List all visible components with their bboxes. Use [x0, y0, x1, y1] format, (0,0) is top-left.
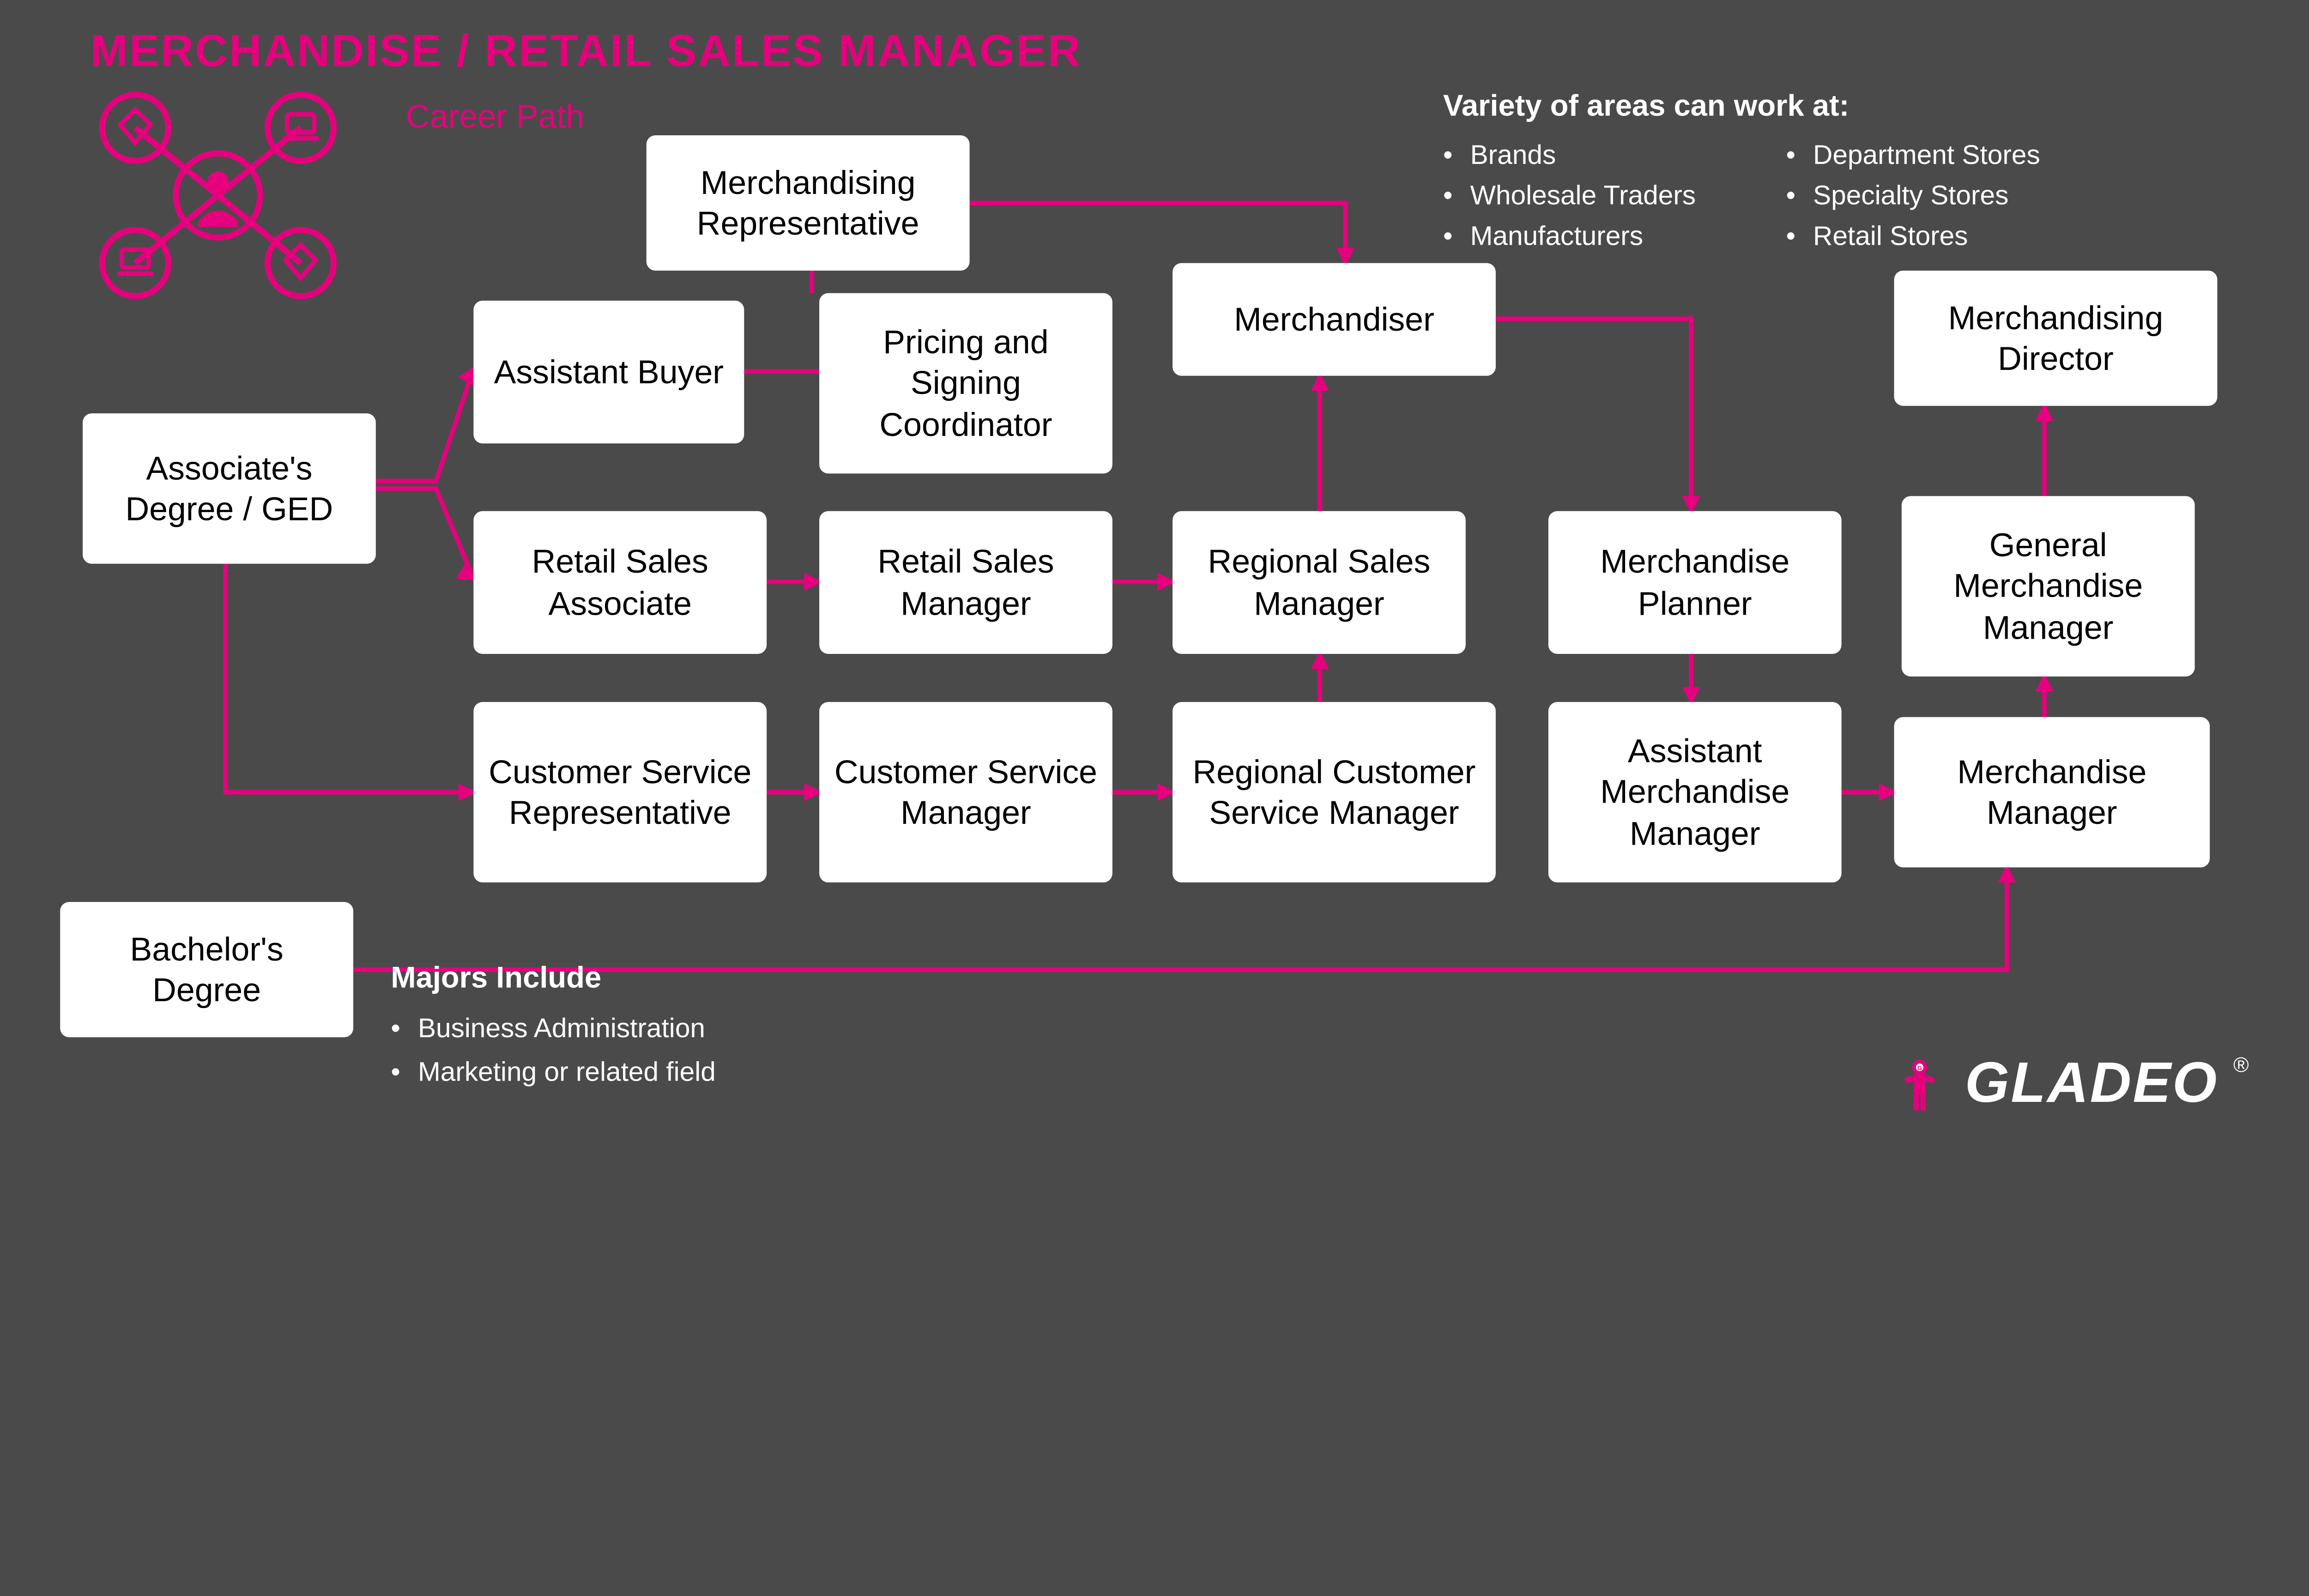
subtitle-career-path: Career Path — [406, 98, 584, 137]
flowchart-node-amm: Assistant Merchandise Manager — [1548, 702, 1842, 883]
list-item: Specialty Stores — [1786, 181, 2040, 212]
flowchart-node-merch: Merchandiser — [1173, 263, 1496, 376]
majors-heading: Majors Include — [391, 962, 781, 997]
work-areas-heading: Variety of areas can work at: — [1443, 90, 2225, 125]
flowchart-node-mm: Merchandise Manager — [1894, 717, 2210, 868]
flowchart-edge — [376, 369, 474, 481]
flowchart-node-gmm: General Merchandise Manager — [1902, 496, 2195, 677]
flowchart-node-psc: Pricing and Signing Coordinator — [819, 293, 1112, 474]
work-areas-block: Variety of areas can work at: Brands Who… — [1443, 90, 2225, 261]
list-item: Brands — [1443, 140, 1696, 171]
flowchart-node-csm: Customer Service Manager — [819, 702, 1112, 883]
flowchart-node-regcsm: Regional Customer Service Manager — [1173, 702, 1496, 883]
list-item: Department Stores — [1786, 140, 2040, 171]
logo-text: GLADEO — [1965, 1052, 2218, 1117]
flowchart-node-csr: Customer Service Representative — [473, 702, 767, 883]
list-item: Retail Stores — [1786, 221, 2040, 253]
flowchart-node-mrep: Merchandising Representative — [647, 135, 970, 271]
flowchart-node-rsa: Retail Sales Associate — [473, 511, 767, 654]
flowchart-node-mdir: Merchandising Director — [1894, 271, 2218, 406]
majors-block: Majors Include Business Administration M… — [391, 962, 781, 1100]
flowchart-edge — [225, 564, 473, 792]
flowchart-edge — [353, 867, 2007, 969]
work-areas-col2: Department Stores Specialty Stores Retai… — [1786, 140, 2040, 262]
flowchart-edge — [1496, 319, 1691, 511]
work-areas-col1: Brands Wholesale Traders Manufacturers — [1443, 140, 1696, 262]
list-item: Business Administration — [391, 1012, 781, 1047]
flowchart-node-abuyer: Assistant Buyer — [473, 301, 744, 443]
flowchart-node-rsm: Retail Sales Manager — [819, 511, 1112, 654]
trademark-icon: ® — [2233, 1052, 2249, 1076]
logo-figure-icon: G — [1890, 1055, 1950, 1115]
flowchart-node-assoc: Associate's Degree / GED — [83, 413, 376, 564]
hero-icon-network — [90, 83, 345, 308]
flowchart-node-regsm: Regional Sales Manager — [1173, 511, 1466, 654]
flowchart-edge — [376, 489, 474, 579]
page-title: MERCHANDISE / RETAIL SALES MANAGER — [90, 27, 1082, 79]
svg-text:G: G — [1917, 1064, 1922, 1071]
brand-logo: G GLADEO ® — [1890, 1052, 2249, 1117]
flowchart-edge — [970, 203, 1346, 263]
list-item: Wholesale Traders — [1443, 181, 1696, 212]
list-item: Marketing or related field — [391, 1056, 781, 1091]
list-item: Manufacturers — [1443, 221, 1696, 253]
flowchart-node-mplan: Merchandise Planner — [1548, 511, 1842, 654]
flowchart-node-bach: Bachelor's Degree — [60, 902, 353, 1037]
